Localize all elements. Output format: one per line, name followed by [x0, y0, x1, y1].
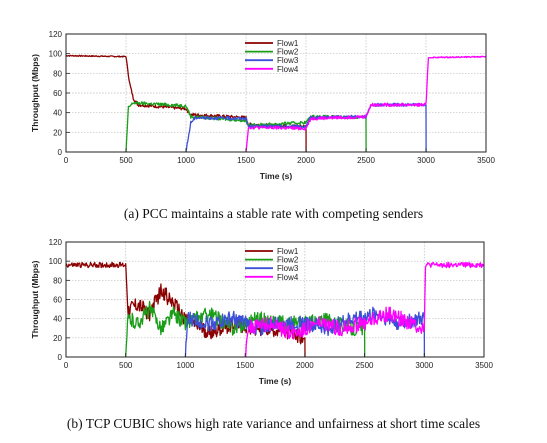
legend-label: Flow2: [277, 48, 299, 57]
x-tick-label: 2500: [356, 361, 374, 370]
x-tick-label: 1000: [177, 361, 195, 370]
y-tick-label: 40: [53, 109, 62, 118]
y-tick-label: 0: [58, 353, 63, 362]
chart-a-pcc: 0 20 40 60 80 100 120 0 500 1000 1500 2000 2500 3000 3…: [30, 30, 495, 181]
y-tick-label: 80: [53, 276, 62, 285]
y-axis-label: Throughput (Mbps): [30, 260, 40, 338]
legend-label: Flow2: [277, 256, 299, 265]
caption-a: (a) PCC maintains a stable rate with com…: [123, 206, 424, 221]
y-tick-label: 100: [49, 257, 63, 266]
x-tick-label: 1500: [237, 156, 255, 165]
y-axis-label: Throughput (Mbps): [30, 54, 40, 132]
legend-label: Flow1: [277, 247, 299, 256]
x-tick-label: 3000: [417, 156, 435, 165]
x-tick-label: 3000: [415, 361, 433, 370]
x-tick-label: 1000: [177, 156, 195, 165]
y-tick-label: 100: [49, 50, 63, 59]
caption-b: (b) TCP CUBIC shows high rate variance a…: [66, 416, 481, 431]
y-tick-label: 40: [53, 315, 62, 324]
x-tick-label: 2000: [297, 156, 315, 165]
x-axis-label: Time (s): [260, 171, 293, 181]
legend-label: Flow3: [277, 56, 299, 65]
x-tick-label: 0: [64, 361, 69, 370]
x-tick-label: 2000: [296, 361, 314, 370]
legend-label: Flow3: [277, 264, 299, 273]
series-line-flow4: [244, 261, 485, 358]
x-tick-label: 1500: [236, 361, 254, 370]
legend-label: Flow1: [277, 39, 299, 48]
y-tick-label: 60: [53, 296, 62, 305]
legend-label: Flow4: [277, 65, 299, 74]
y-tick-label: 120: [49, 238, 63, 247]
y-tick-label: 0: [58, 148, 63, 157]
series-line-flow3: [184, 306, 426, 358]
x-tick-label: 3500: [477, 156, 495, 165]
y-tick-label: 120: [49, 30, 63, 39]
x-tick-label: 500: [119, 156, 133, 165]
y-tick-label: 20: [53, 128, 62, 137]
legend-label: Flow4: [277, 273, 299, 282]
chart-b-tcp-cubic: 0 20 40 60 80 100 120 0 500 1000 1500 2000 2500 3000 3…: [30, 238, 493, 386]
x-tick-label: 2500: [357, 156, 375, 165]
x-axis-label: Time (s): [259, 376, 292, 386]
y-tick-label: 20: [53, 334, 62, 343]
y-tick-label: 60: [53, 89, 62, 98]
y-tick-label: 80: [53, 69, 62, 78]
x-tick-label: 500: [119, 361, 133, 370]
x-tick-label: 3500: [475, 361, 493, 370]
series-line-flow4: [245, 55, 487, 153]
x-tick-label: 0: [64, 156, 69, 165]
